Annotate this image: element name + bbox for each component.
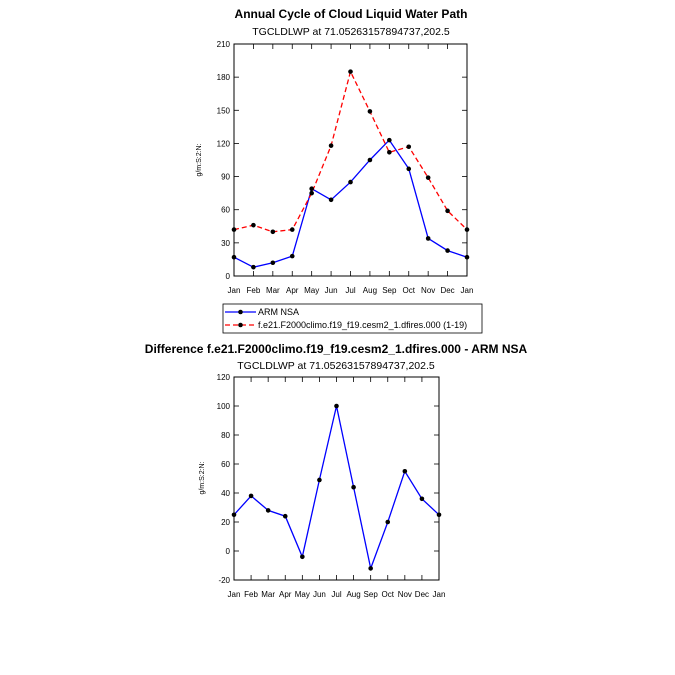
series-0-point <box>334 403 339 409</box>
series-0-point <box>317 477 322 483</box>
series-0-point <box>328 197 334 203</box>
series-0-point <box>348 179 353 185</box>
series-0-point <box>248 493 254 499</box>
series-0-point <box>367 157 373 163</box>
series-0-point <box>425 236 431 241</box>
x-tick-label: Aug <box>346 590 360 599</box>
y-tick-label: 210 <box>217 40 231 49</box>
series-0-point <box>419 496 425 502</box>
y-tick-label: 30 <box>221 239 230 248</box>
series-0-point <box>445 248 450 253</box>
legend: ARM NSA f.e21.F2000climo.f19_f19.cesm2_1… <box>222 303 483 334</box>
y-tick-label: 90 <box>221 173 230 182</box>
series-0-point <box>402 468 408 474</box>
series-1-point <box>289 227 295 232</box>
series-0-point <box>251 264 256 270</box>
series-line-0 <box>233 139 468 268</box>
y-tick-label: 100 <box>217 402 231 411</box>
legend-label-arm-nsa: ARM NSA <box>258 307 299 317</box>
x-tick-label: Jan <box>433 590 446 599</box>
legend-marker-arm-nsa <box>238 309 243 315</box>
x-tick-label: Sep <box>382 286 397 295</box>
legend-label-model: f.e21.F2000climo.f19_f19.cesm2_1.dfires.… <box>258 320 467 330</box>
x-tick-label: Jan <box>461 286 474 295</box>
x-tick-label: Apr <box>286 286 299 295</box>
x-tick-label: Jun <box>313 590 326 599</box>
y-tick-label: -20 <box>218 576 230 585</box>
series-1-point <box>328 143 334 148</box>
series-0-point <box>270 260 276 266</box>
series-1-point <box>425 175 431 180</box>
annual-cycle-chart: Annual Cycle of Cloud Liquid Water Path … <box>196 7 473 295</box>
chart-title: Annual Cycle of Cloud Liquid Water Path <box>235 7 468 21</box>
series-0-point <box>265 508 271 513</box>
plot-frame <box>233 376 440 581</box>
y-tick-label: 80 <box>221 431 230 440</box>
y-tick-label: 0 <box>226 547 231 556</box>
y-tick-label: 0 <box>226 272 231 281</box>
series-0-point <box>300 554 305 560</box>
y-tick-label: 180 <box>217 73 231 82</box>
series-1-point <box>445 208 450 214</box>
series-1-point <box>270 229 276 235</box>
series-1-point <box>348 69 353 74</box>
x-tick-label: Apr <box>279 590 292 599</box>
y-tick-label: 60 <box>221 460 230 469</box>
plot-frame <box>233 43 468 277</box>
series-0-point <box>368 566 373 571</box>
chart-subtitle: TGCLDLWP at 71.05263157894737,202.5 <box>237 360 435 372</box>
chart-title: Difference f.e21.F2000climo.f19_f19.cesm… <box>145 342 528 356</box>
x-tick-label: Oct <box>382 590 395 599</box>
series-0-point <box>385 519 391 525</box>
series-1-point <box>309 190 314 196</box>
difference-chart: Difference f.e21.F2000climo.f19_f19.cesm… <box>145 342 528 599</box>
series-1-point <box>251 222 256 228</box>
series-line-1 <box>233 69 468 233</box>
x-tick-label: Nov <box>421 286 435 295</box>
series-line-0 <box>233 405 440 571</box>
x-tick-label: Jan <box>228 286 241 295</box>
x-tick-label: May <box>304 286 319 295</box>
x-tick-label: Sep <box>364 590 379 599</box>
legend-box <box>222 303 483 334</box>
y-tick-label: 120 <box>217 139 231 148</box>
y-tick-label: 120 <box>217 373 231 382</box>
x-tick-label: Feb <box>244 590 258 599</box>
series-0-point <box>387 137 392 143</box>
x-tick-label: Feb <box>247 286 261 295</box>
x-tick-label: Jun <box>325 286 338 295</box>
x-tick-label: Jul <box>345 286 355 295</box>
x-tick-label: Mar <box>261 590 275 599</box>
x-tick-label: Aug <box>363 286 377 295</box>
series-1-point <box>387 149 392 155</box>
series-1-point <box>406 144 412 150</box>
y-axis-label: g/m:S:2:N: <box>196 143 203 176</box>
series-0-point <box>282 513 288 519</box>
series-0-point <box>309 186 314 192</box>
x-tick-label: Dec <box>415 590 429 599</box>
series-0-point <box>351 484 356 490</box>
series-0-point <box>289 253 295 259</box>
series-0-point <box>406 166 412 172</box>
x-tick-label: Mar <box>266 286 280 295</box>
x-tick-label: Dec <box>440 286 454 295</box>
x-tick-label: Jul <box>331 590 341 599</box>
y-tick-label: 20 <box>221 518 230 527</box>
legend-marker-model <box>238 322 243 328</box>
y-axis-label: g/m:S:2:N: <box>199 461 206 494</box>
x-tick-label: Nov <box>398 590 412 599</box>
x-tick-label: Jan <box>228 590 241 599</box>
y-tick-label: 60 <box>221 206 230 215</box>
series-1-point <box>367 109 373 114</box>
x-tick-label: Oct <box>403 286 416 295</box>
y-tick-label: 40 <box>221 489 230 498</box>
chart-subtitle: TGCLDLWP at 71.05263157894737,202.5 <box>252 26 450 38</box>
y-tick-label: 150 <box>217 106 231 115</box>
x-tick-label: May <box>295 590 310 599</box>
